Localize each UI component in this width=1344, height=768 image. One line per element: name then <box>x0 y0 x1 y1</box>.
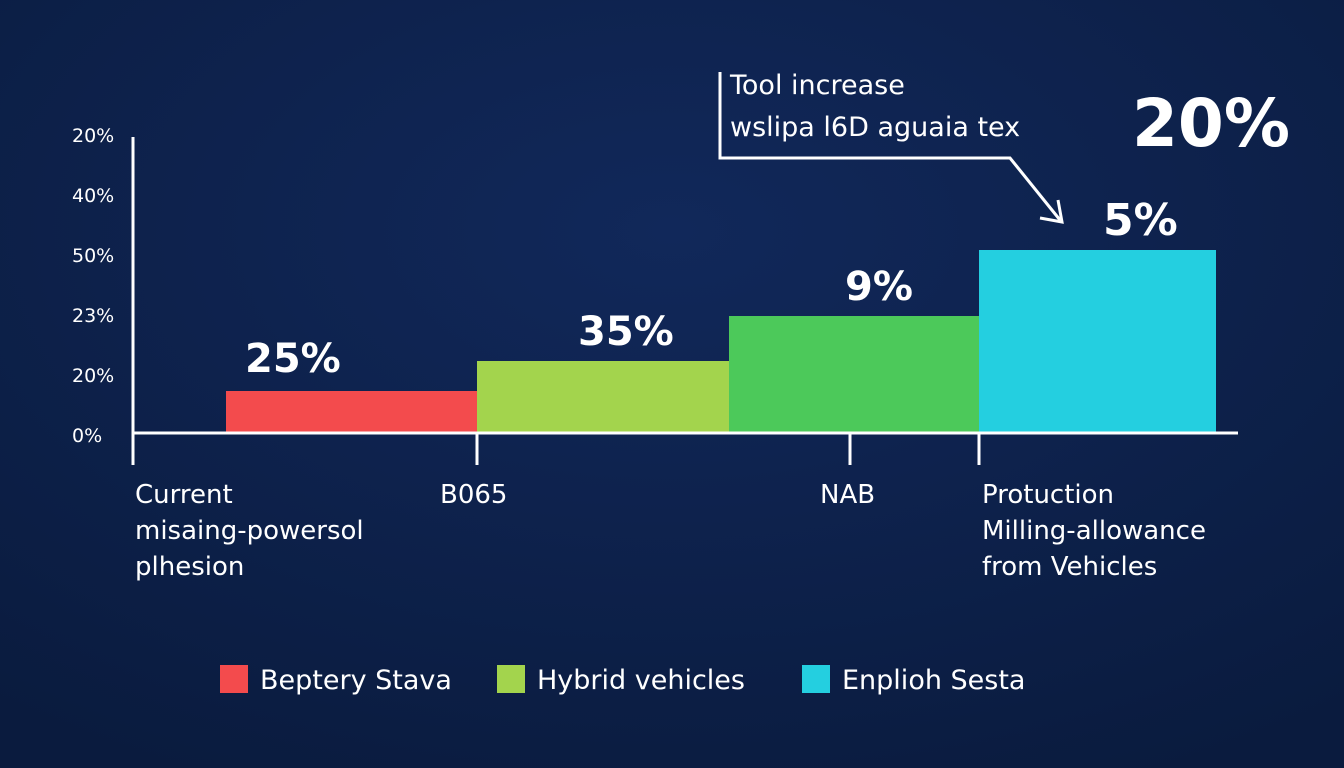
y-tick-label: 40% <box>72 185 114 207</box>
legend-label: Beptery Stava <box>260 665 452 696</box>
x-category-label: B065 <box>440 480 507 510</box>
y-tick-label: 20% <box>72 125 114 147</box>
bar <box>477 361 729 433</box>
legend-label: Hybrid vehicles <box>537 665 745 696</box>
x-category-label: NAB <box>820 480 875 510</box>
data-label: 9% <box>845 264 913 310</box>
legend-label: Enplioh Sesta <box>842 665 1025 696</box>
legend-item: Hybrid vehicles <box>497 665 745 696</box>
bar <box>729 316 979 433</box>
y-tick-label: 0% <box>72 425 102 447</box>
annotation-line-2: wslipa l6D aguaia tex <box>730 112 1020 143</box>
legend-swatch <box>220 665 248 693</box>
annotation-highlight: 20% <box>1132 85 1290 162</box>
bar <box>979 250 1216 433</box>
y-tick-label: 20% <box>72 365 114 387</box>
x-category-label: Protuction Milling-allowance from Vehicles <box>982 480 1206 582</box>
y-tick-label: 50% <box>72 245 114 267</box>
annotation: Tool increase wslipa l6D aguaia tex 20% <box>718 70 1290 224</box>
bar <box>226 391 477 433</box>
y-tick-label: 23% <box>72 305 114 327</box>
annotation-connector <box>718 72 1062 221</box>
data-label: 35% <box>578 309 674 355</box>
x-category-label: Current misaing-powersol plhesion <box>135 480 364 582</box>
annotation-line-1: Tool increase <box>729 70 905 101</box>
legend-swatch <box>802 665 830 693</box>
legend-swatch <box>497 665 525 693</box>
legend-item: Enplioh Sesta <box>802 665 1025 696</box>
arrow-head-icon <box>1039 199 1064 224</box>
legend-item: Beptery Stava <box>220 665 452 696</box>
data-label: 25% <box>245 336 341 382</box>
data-label: 5% <box>1103 195 1178 246</box>
